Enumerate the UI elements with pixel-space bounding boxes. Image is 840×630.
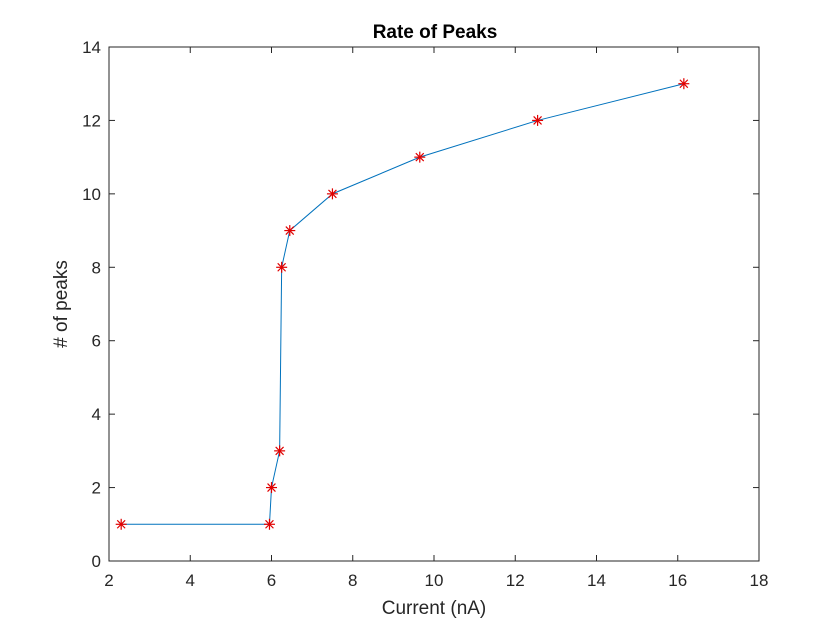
marker-stroke — [533, 116, 542, 125]
marker-stroke — [116, 519, 126, 529]
data-point-marker — [532, 114, 544, 126]
data-point-marker — [414, 151, 426, 163]
x-tick-label: 10 — [425, 571, 444, 590]
x-tick-label: 18 — [750, 571, 769, 590]
data-point-marker — [115, 518, 127, 530]
data-point-marker — [263, 518, 275, 530]
data-point-marker — [274, 445, 286, 457]
y-tick-label: 14 — [82, 38, 101, 57]
marker-stroke — [267, 483, 276, 492]
y-tick-label: 10 — [82, 185, 101, 204]
marker-stroke — [275, 446, 285, 456]
data-point-marker — [678, 78, 690, 90]
marker-stroke — [277, 262, 287, 272]
data-point-marker — [276, 261, 288, 273]
plot-frame — [108, 46, 760, 562]
marker-stroke — [679, 79, 689, 89]
data-point-marker — [266, 482, 277, 494]
series-line — [121, 83, 684, 525]
x-tick-label: 16 — [668, 571, 687, 590]
x-tick-labels: 2 4 6 8 10 12 14 16 18 — [104, 571, 768, 590]
x-tick-label: 4 — [186, 571, 195, 590]
data-point-marker — [326, 188, 338, 200]
data-point-marker — [284, 225, 296, 237]
chart-title: Rate of Peaks — [373, 22, 498, 43]
x-axis-label: Current (nA) — [382, 598, 487, 619]
y-tick-label: 8 — [92, 258, 101, 277]
plot-area — [109, 47, 759, 561]
y-tick-labels: 0 2 4 6 8 10 12 14 — [82, 38, 101, 571]
marker-stroke — [415, 152, 425, 162]
y-tick-label: 6 — [92, 332, 101, 351]
y-tick-label: 4 — [92, 405, 101, 424]
y-tick-label: 12 — [82, 111, 101, 130]
x-tick-label: 14 — [587, 571, 606, 590]
data-markers — [115, 78, 690, 530]
x-tick-label: 2 — [104, 571, 113, 590]
x-tick-label: 12 — [506, 571, 525, 590]
y-axis-label: # of peaks — [51, 260, 72, 348]
x-tick-label: 6 — [267, 571, 276, 590]
marker-stroke — [328, 189, 337, 199]
y-tick-label: 0 — [92, 552, 101, 571]
marker-stroke — [265, 519, 274, 529]
x-tick-label: 8 — [348, 571, 357, 590]
marker-stroke — [285, 226, 295, 235]
y-tick-label: 2 — [92, 479, 101, 498]
